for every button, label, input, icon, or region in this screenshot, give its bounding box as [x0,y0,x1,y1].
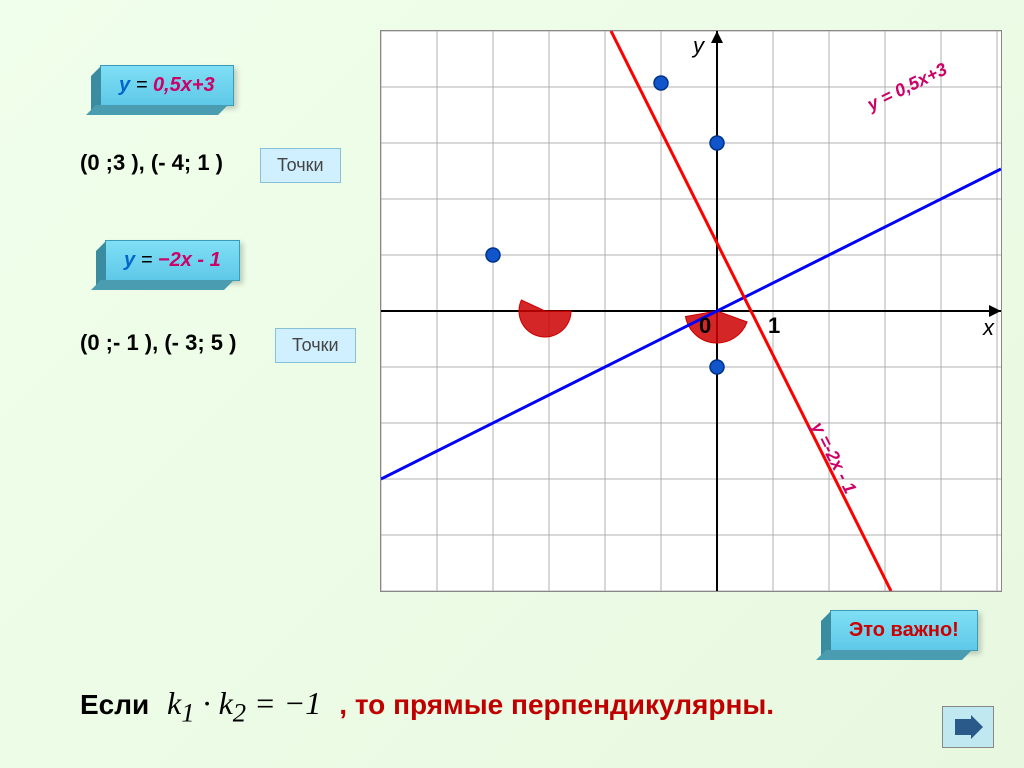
k-formula: k1 · k2 = −1 [167,685,329,721]
graph-area: 01xyy = 0,5x+3y =-2x - 1 [380,30,1002,592]
svg-text:y: y [691,33,706,58]
points1-text: (0 ;3 ), (- 4; 1 ) [80,150,223,176]
formula2-rest: x - 1 [181,249,221,271]
svg-text:0: 0 [699,313,711,338]
formula-box-1: y = 0,5x+3 [100,65,234,106]
arrow-right-icon [953,715,983,739]
svg-text:y =-2x - 1: y =-2x - 1 [807,418,860,497]
formula2-y: y [124,249,135,271]
important-label: Это важно! [849,619,959,641]
important-box: Это важно! [830,610,978,651]
formula2-eq: = [141,249,153,271]
points-label-2: Точки [275,328,356,363]
bottom-text: Если k1 · k2 = −1 , то прямые перпендику… [80,685,774,728]
if-word: Если [80,689,149,720]
points-label-1: Точки [260,148,341,183]
graph-svg: 01xyy = 0,5x+3y =-2x - 1 [381,31,1001,591]
formula2-coef: −2 [158,249,181,271]
svg-text:x: x [982,315,995,340]
formula-box-2: y = −2x - 1 [105,240,240,281]
svg-text:1: 1 [768,313,780,338]
formula1-eq: = [136,74,148,96]
next-button[interactable] [942,706,994,748]
formula1-rest: x+3 [181,74,215,96]
formula1-coef: 0,5 [153,74,181,96]
formula1-y: y [119,74,130,96]
points2-text: (0 ;- 1 ), (- 3; 5 ) [80,330,236,356]
then-part: , то прямые перпендикулярны. [339,689,774,720]
